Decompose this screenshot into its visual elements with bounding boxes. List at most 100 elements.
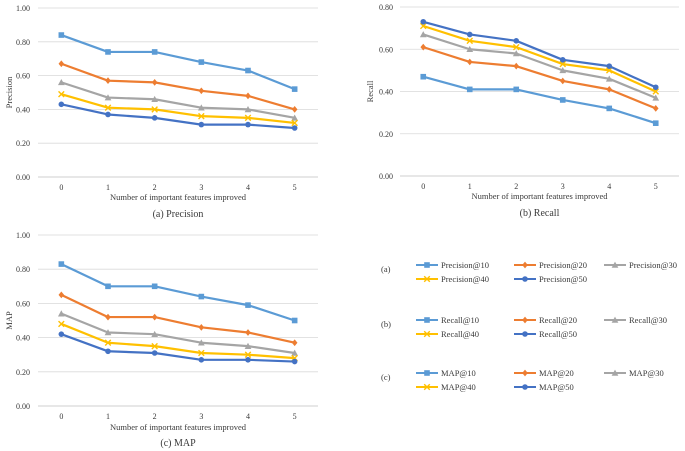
data-point: [466, 58, 473, 66]
legend-swatch-marker: [424, 262, 430, 268]
data-point: [105, 283, 111, 290]
data-point: [419, 31, 427, 38]
series-line: [60, 333, 295, 363]
legend-label: Recall@30: [629, 315, 667, 325]
series-line: [422, 46, 657, 110]
legend-label: MAP@40: [441, 382, 476, 392]
series-Precision@50: [58, 101, 298, 131]
data-point: [104, 329, 112, 336]
series-line: [60, 293, 295, 344]
legend-label: Precision@10: [441, 260, 489, 270]
data-point: [57, 79, 65, 86]
legend-entry: Precision@30: [604, 260, 677, 270]
legend-label: Recall@20: [539, 315, 577, 325]
data-point: [559, 57, 566, 63]
data-point: [559, 97, 566, 103]
series-line: [61, 93, 295, 125]
y-tick-label: 0.60: [379, 45, 393, 54]
legend-entry: Recall@20: [514, 315, 577, 325]
series-line: [422, 24, 657, 93]
x-axis-title: Number of important features improved: [472, 191, 609, 201]
legend-swatch-marker: [522, 369, 528, 377]
data-point: [58, 320, 65, 328]
data-point: [245, 121, 251, 128]
y-axis-title: MAP: [4, 311, 14, 330]
panel-caption: (a) Precision: [153, 209, 204, 220]
data-point: [58, 291, 65, 299]
legend-swatch-marker: [611, 261, 619, 268]
series-Recall@10: [420, 73, 659, 126]
data-point: [559, 67, 567, 74]
legend-swatch-marker: [423, 275, 431, 283]
legend-label: Precision@20: [539, 260, 587, 270]
series-line: [60, 62, 295, 111]
legend-swatch-marker: [522, 316, 528, 324]
data-point: [105, 111, 111, 118]
legend-swatch-marker: [611, 316, 619, 323]
series-Recall@40: [419, 22, 660, 95]
data-point: [151, 313, 158, 321]
data-point: [58, 60, 65, 68]
series-MAP@30: [57, 310, 299, 356]
y-tick-label: 0.60: [16, 299, 30, 308]
x-tick-label: 4: [246, 183, 250, 192]
x-tick-label: 2: [153, 183, 157, 192]
legend-label: Precision@30: [629, 260, 677, 270]
data-point: [420, 43, 427, 51]
legend-entry: Recall@30: [604, 315, 667, 325]
y-tick-label: 0.80: [16, 265, 30, 274]
x-tick-label: 1: [106, 183, 110, 192]
x-tick-label: 2: [514, 182, 518, 191]
data-point: [606, 105, 613, 112]
data-point: [652, 94, 660, 101]
data-point: [104, 104, 112, 112]
legend-label: Precision@40: [441, 274, 489, 284]
y-tick-label: 0.20: [16, 139, 30, 148]
data-point: [420, 18, 427, 25]
data-point: [512, 43, 520, 51]
chart-panel-3: 0.00 0.20 0.40 0.60 0.80 1.00 0 1 2 3 4 5 Number of …: [4, 231, 318, 449]
data-point: [197, 104, 205, 111]
y-tick-label: 0.40: [379, 88, 393, 97]
data-point: [291, 317, 298, 324]
data-point: [466, 31, 473, 38]
data-point: [151, 342, 158, 350]
y-tick-label: 0.20: [16, 368, 30, 377]
x-tick-label: 1: [106, 412, 110, 421]
series-line: [422, 20, 657, 89]
legend-swatch-marker: [522, 261, 528, 269]
y-tick-label: 0.00: [16, 402, 30, 411]
data-point: [151, 49, 158, 55]
series-line: [60, 34, 296, 91]
data-point: [151, 95, 159, 103]
data-point: [605, 75, 613, 82]
data-point: [198, 293, 205, 300]
legend-entry: MAP@40: [416, 382, 476, 392]
x-tick-label: 3: [199, 412, 203, 421]
legend-swatch-marker: [423, 330, 431, 338]
data-point: [105, 77, 111, 85]
x-tick-label: 3: [561, 182, 565, 191]
data-point: [291, 339, 298, 347]
data-point: [466, 37, 474, 45]
data-point: [245, 329, 251, 336]
data-point: [151, 115, 158, 121]
data-point: [652, 88, 660, 95]
data-point: [57, 310, 65, 317]
x-tick-label: 0: [59, 412, 63, 421]
y-tick-label: 0.60: [16, 72, 30, 81]
series-line: [60, 312, 295, 355]
legend-entry: Precision@20: [514, 260, 587, 270]
data-point: [419, 22, 427, 30]
y-axis-title: Precision: [4, 76, 14, 108]
legend-swatch-marker: [522, 331, 528, 337]
x-tick-label: 2: [153, 412, 157, 421]
data-point: [652, 120, 659, 126]
data-point: [58, 32, 65, 38]
x-tick-label: 5: [293, 412, 297, 421]
data-point: [291, 119, 298, 127]
x-tick-label: 5: [654, 182, 658, 191]
data-point: [606, 86, 613, 93]
x-tick-label: 4: [246, 412, 250, 421]
